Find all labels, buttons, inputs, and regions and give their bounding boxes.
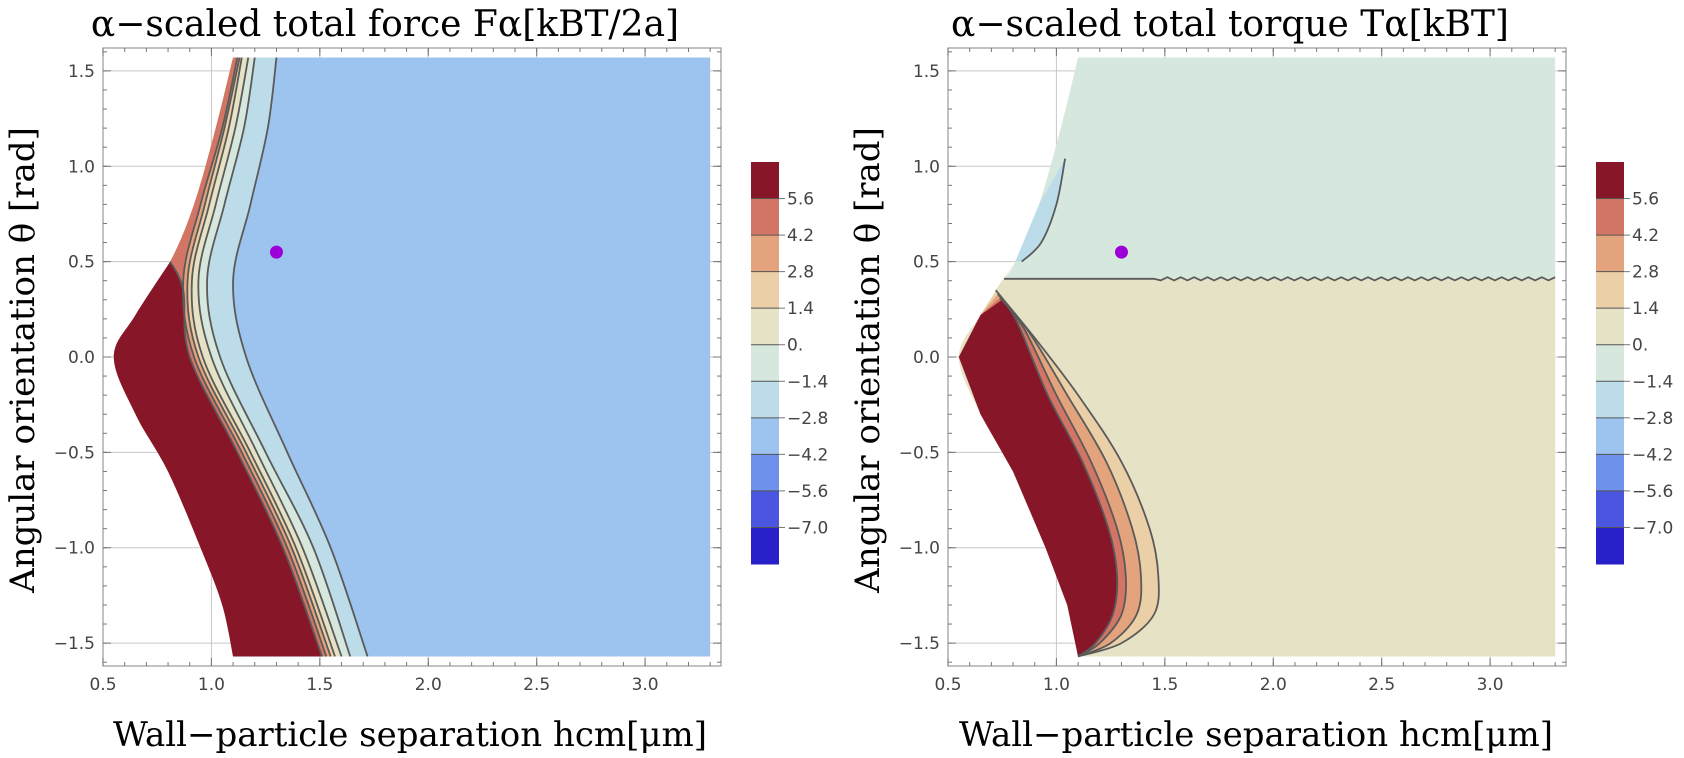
force-x-axis-label: Wall−particle separation hcm[μm]	[113, 715, 707, 755]
legend-swatch	[751, 199, 779, 236]
y-tick-label: 1.5	[68, 62, 95, 82]
force-chart-title: α−scaled total force Fα[kBT/2a]	[91, 4, 679, 45]
x-tick-label: 3.0	[1477, 675, 1504, 695]
contour-fills	[959, 58, 1555, 657]
legend-label: 4.2	[787, 226, 814, 246]
state-marker-point	[270, 246, 283, 259]
y-tick-label: 1.0	[913, 157, 940, 177]
legend-swatch	[1596, 199, 1624, 236]
legend-label: 2.8	[1632, 263, 1659, 283]
legend-swatch	[1596, 454, 1624, 491]
force-legend: 5.6 4.2 2.8 1.4 0. −1.4 −2.8 −4.2 −5.6 −7.0	[751, 162, 828, 565]
legend-label: −7.0	[1632, 518, 1673, 538]
force-plot-area: 0.5 1.0 1.5 2.0 2.5 3.0 1.5 1.0 0.5 0.0 −0.5 −1.0 −1…	[54, 48, 721, 695]
x-tick-label: 2.0	[415, 675, 442, 695]
legend-swatch	[1596, 272, 1624, 309]
torque-x-axis-label: Wall−particle separation hcm[μm]	[959, 715, 1553, 755]
y-tick-label: 0.0	[913, 348, 940, 368]
legend-label: 0.	[787, 336, 803, 356]
legend-label: 5.6	[1632, 190, 1659, 210]
y-tick-label: −1.5	[899, 634, 940, 654]
torque-legend: 5.6 4.2 2.8 1.4 0. −1.4 −2.8 −4.2 −5.6 −7.0	[1596, 162, 1673, 565]
legend-label: −1.4	[1632, 372, 1673, 392]
legend-swatch	[751, 491, 779, 528]
legend-swatch	[1596, 527, 1624, 564]
y-tick-label: −1.0	[54, 539, 95, 559]
legend-swatch	[1596, 345, 1624, 382]
legend-label: −2.8	[1632, 409, 1673, 429]
x-tick-label: 1.5	[306, 675, 333, 695]
legend-label: −2.8	[787, 409, 828, 429]
legend-label: 1.4	[1632, 299, 1659, 319]
legend-label: 5.6	[787, 190, 814, 210]
legend-swatch	[1596, 418, 1624, 455]
legend-swatch	[1596, 235, 1624, 272]
torque-chart-title: α−scaled total torque Tα[kBT]	[951, 4, 1509, 45]
legend-swatch	[1596, 491, 1624, 528]
x-tick-label: 0.5	[89, 675, 116, 695]
y-tick-label: −0.5	[54, 443, 95, 463]
x-tick-label: 1.5	[1151, 675, 1178, 695]
legend-label: −4.2	[1632, 445, 1673, 465]
legend-label: −1.4	[787, 372, 828, 392]
contour-region-upper	[1004, 58, 1555, 279]
legend-swatch	[751, 381, 779, 418]
y-tick-label: 0.0	[68, 348, 95, 368]
legend-label: 1.4	[787, 299, 814, 319]
x-tick-label: 0.5	[934, 675, 961, 695]
legend-swatch	[751, 527, 779, 564]
y-tick-label: −0.5	[899, 443, 940, 463]
legend-swatch	[751, 235, 779, 272]
legend-label: 0.	[1632, 336, 1648, 356]
y-tick-label: 0.5	[913, 253, 940, 273]
legend-swatch	[751, 162, 779, 199]
x-tick-label: 1.0	[1043, 675, 1070, 695]
legend-label: −7.0	[787, 518, 828, 538]
legend-swatch	[1596, 308, 1624, 345]
legend-swatch	[1596, 162, 1624, 199]
legend-label: 4.2	[1632, 226, 1659, 246]
legend-swatch	[751, 272, 779, 309]
torque-panel: α−scaled total torque Tα[kBT] 0.5 1.0 1.5 2…	[848, 4, 1673, 755]
force-panel: α−scaled total force Fα[kBT/2a] 0.5 1.0 1.…	[3, 4, 828, 755]
y-tick-label: 1.5	[913, 62, 940, 82]
x-tick-label: 2.5	[1368, 675, 1395, 695]
x-tick-label: 1.0	[198, 675, 225, 695]
legend-label: −4.2	[787, 445, 828, 465]
legend-swatch	[751, 454, 779, 491]
legend-label: −5.6	[1632, 482, 1673, 502]
legend-label: −5.6	[787, 482, 828, 502]
x-tick-label: 3.0	[632, 675, 659, 695]
legend-swatch	[751, 418, 779, 455]
state-marker-point	[1115, 246, 1128, 259]
x-tick-label: 2.5	[523, 675, 550, 695]
y-tick-label: 0.5	[68, 253, 95, 273]
force-y-axis-label: Angular orientation θ [rad]	[3, 127, 43, 594]
x-tick-label: 2.0	[1260, 675, 1287, 695]
legend-swatch	[751, 308, 779, 345]
y-tick-label: −1.5	[54, 634, 95, 654]
torque-y-axis-label: Angular orientation θ [rad]	[848, 127, 888, 594]
legend-swatch	[1596, 381, 1624, 418]
torque-plot-area: 0.5 1.0 1.5 2.0 2.5 3.0 1.5 1.0 0.5 0.0 −0.5 −1.0 −1…	[899, 48, 1566, 695]
y-tick-label: 1.0	[68, 157, 95, 177]
legend-label: 2.8	[787, 263, 814, 283]
y-tick-label: −1.0	[899, 539, 940, 559]
legend-swatch	[751, 345, 779, 382]
